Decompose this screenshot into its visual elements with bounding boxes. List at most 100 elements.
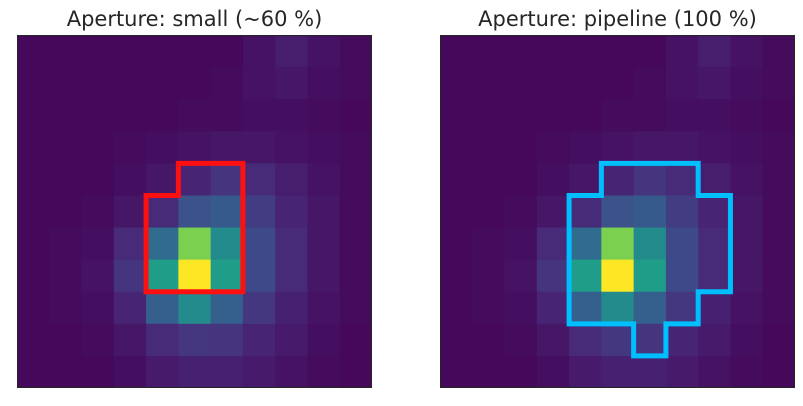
heatmap-cell-r2-c10 [339, 99, 372, 132]
heatmap-cell-r1-c3 [536, 67, 570, 100]
heatmap-cell-r0-c4 [146, 35, 179, 68]
heatmap-cell-r10-c10 [339, 355, 372, 388]
heatmap-cell-r3-c1 [49, 131, 83, 164]
heatmap-cell-r6-c5 [178, 227, 212, 261]
heatmap-cell-r2-c0 [440, 99, 473, 132]
heatmap-cell-r6-c9 [307, 227, 341, 261]
heatmap-cell-r10-c9 [307, 355, 341, 388]
heatmap-cell-r7-c1 [472, 259, 506, 293]
heatmap-cell-r5-c10 [762, 195, 795, 229]
heatmap-cell-r0-c6 [210, 35, 244, 68]
heatmap-cell-r2-c8 [698, 99, 732, 132]
heatmap-cell-r5-c10 [339, 195, 372, 229]
heatmap-cell-r8-c5 [178, 291, 212, 325]
heatmap-cell-r9-c9 [730, 323, 764, 357]
axes-frame [17, 35, 372, 388]
heatmap-cell-r0-c7 [242, 35, 276, 68]
heatmap-cell-r1-c2 [81, 67, 115, 100]
panel-title-pipeline-aperture: Aperture: pipeline (100 %) [478, 7, 757, 31]
heatmap-cell-r7-c6 [210, 259, 244, 293]
heatmap-cell-r4-c0 [440, 163, 473, 197]
heatmap-cell-r2-c0 [17, 99, 50, 132]
heatmap-cell-r9-c6 [210, 323, 244, 357]
heatmap-cell-r4-c9 [730, 163, 764, 197]
heatmap-cell-r8-c0 [440, 291, 473, 325]
heatmap-cell-r9-c0 [440, 323, 473, 357]
heatmap-cell-r10-c6 [633, 355, 667, 388]
panel-title-small-aperture: Aperture: small (~60 %) [66, 7, 323, 31]
heatmap-cell-r4-c4 [569, 163, 602, 197]
heatmap-cell-r4-c6 [210, 163, 244, 197]
heatmap-cell-r5-c6 [210, 195, 244, 229]
heatmap-cell-r0-c2 [81, 35, 115, 68]
heatmap-cell-r6-c3 [536, 227, 570, 261]
heatmap-cell-r1-c8 [698, 67, 732, 100]
heatmap-cell-r3-c7 [665, 131, 699, 164]
heatmap-cell-r3-c1 [472, 131, 506, 164]
heatmap-cell-r1-c5 [601, 67, 635, 100]
heatmap-cell-r5-c5 [178, 195, 212, 229]
heatmap-cell-r10-c4 [146, 355, 179, 388]
heatmap-cell-r8-c0 [17, 291, 50, 325]
heatmap-cell-r5-c8 [275, 195, 309, 229]
heatmap-cell-r7-c5 [178, 259, 212, 293]
heatmap-cell-r10-c5 [178, 355, 212, 388]
heatmap-cell-r6-c5 [601, 227, 635, 261]
heatmap-cell-r3-c4 [569, 131, 602, 164]
heatmap-cell-r10-c0 [440, 355, 473, 388]
heatmap-cell-r8-c3 [536, 291, 570, 325]
heatmap-cell-r6-c10 [339, 227, 372, 261]
heatmap-cell-r0-c8 [698, 35, 732, 68]
heatmap-cell-r9-c7 [665, 323, 699, 357]
heatmap-cell-r7-c4 [569, 259, 602, 293]
heatmap-cell-r4-c7 [665, 163, 699, 197]
heatmap-cell-r9-c5 [601, 323, 635, 357]
heatmap-cell-r2-c7 [665, 99, 699, 132]
heatmap-cell-r4-c3 [113, 163, 147, 197]
heatmap-cell-r10-c2 [81, 355, 115, 388]
heatmap-cell-r7-c2 [81, 259, 115, 293]
heatmap-cell-r7-c7 [242, 259, 276, 293]
heatmap-cell-r5-c3 [536, 195, 570, 229]
heatmap-cell-r3-c7 [242, 131, 276, 164]
heatmap-cell-r1-c1 [49, 67, 83, 100]
heatmap-cell-r4-c0 [17, 163, 50, 197]
heatmap-cell-r3-c0 [440, 131, 473, 164]
heatmap-cell-r5-c0 [17, 195, 50, 229]
heatmap-cell-r2-c6 [210, 99, 244, 132]
heatmap-cell-r10-c0 [17, 355, 50, 388]
heatmap-cell-r6-c6 [210, 227, 244, 261]
heatmap-cell-r6-c2 [504, 227, 538, 261]
heatmap-cell-r0-c1 [472, 35, 506, 68]
heatmap-cell-r8-c5 [601, 291, 635, 325]
heatmap-small-aperture [17, 35, 372, 388]
heatmap-cell-r3-c4 [146, 131, 179, 164]
heatmap-cell-r8-c8 [275, 291, 309, 325]
heatmap-cell-r8-c7 [242, 291, 276, 325]
heatmap-cell-r4-c8 [275, 163, 309, 197]
heatmap-cell-r0-c10 [762, 35, 795, 68]
heatmap-cell-r10-c1 [472, 355, 506, 388]
heatmap-cell-r4-c7 [242, 163, 276, 197]
heatmap-cell-r1-c3 [113, 67, 147, 100]
heatmap-cell-r6-c4 [146, 227, 179, 261]
heatmap-cell-r0-c2 [504, 35, 538, 68]
heatmap-cell-r1-c4 [569, 67, 602, 100]
heatmap-cell-r0-c9 [730, 35, 764, 68]
heatmap-cell-r2-c3 [536, 99, 570, 132]
heatmap-cell-r1-c10 [339, 67, 372, 100]
heatmap-cell-r1-c7 [665, 67, 699, 100]
heatmap-cell-r2-c3 [113, 99, 147, 132]
heatmap-cell-r4-c4 [146, 163, 179, 197]
heatmap-cell-r10-c2 [504, 355, 538, 388]
axes-frame [440, 35, 795, 388]
heatmap-cell-r5-c8 [698, 195, 732, 229]
heatmap-cell-r0-c9 [307, 35, 341, 68]
heatmap-cell-r7-c8 [275, 259, 309, 293]
heatmap-cell-r3-c3 [536, 131, 570, 164]
heatmap-cell-r7-c3 [536, 259, 570, 293]
heatmap-cell-r9-c8 [698, 323, 732, 357]
heatmap-cell-r10-c8 [275, 355, 309, 388]
heatmap-cell-r5-c7 [242, 195, 276, 229]
heatmap-cell-r6-c4 [569, 227, 602, 261]
